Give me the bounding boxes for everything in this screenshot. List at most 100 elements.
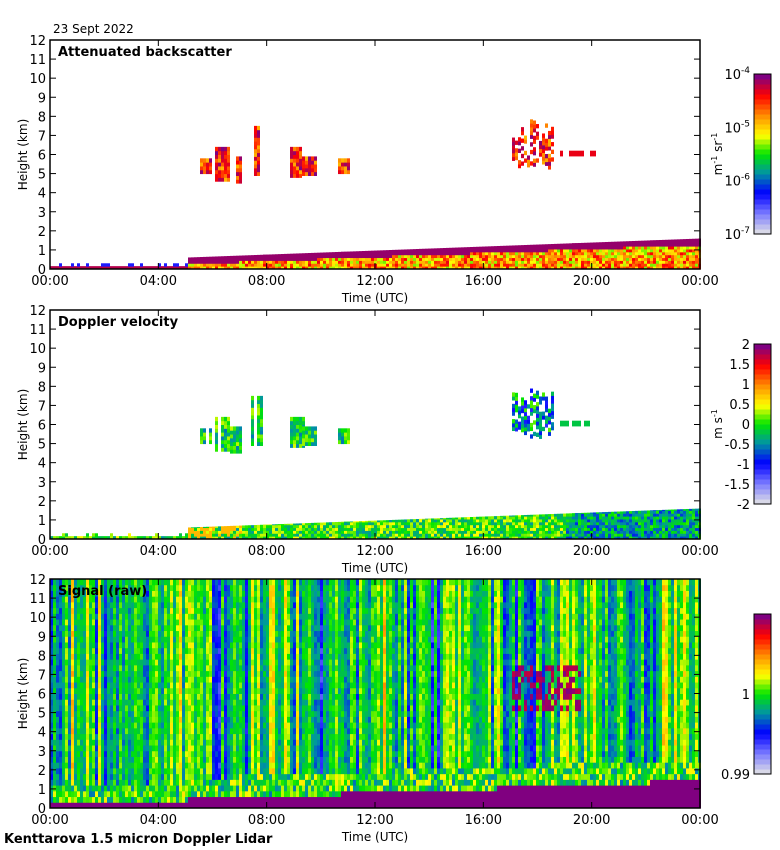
heatmap-cell: [83, 659, 86, 666]
heatmap-cell: [212, 536, 215, 540]
heatmap-cell: [353, 521, 356, 523]
heatmap-cell: [257, 263, 260, 267]
heatmap-cell: [323, 252, 326, 256]
heatmap-cell: [113, 739, 116, 746]
heatmap-cell: [467, 527, 470, 531]
heatmap-cell: [248, 266, 251, 270]
heatmap-cell: [74, 693, 77, 700]
heatmap-cell: [380, 524, 383, 529]
heatmap-cell: [95, 630, 98, 637]
heatmap-cell: [65, 676, 68, 683]
heatmap-cell: [149, 779, 152, 786]
heatmap-cell: [101, 607, 104, 614]
heatmap-cell: [689, 248, 692, 253]
heatmap-cell: [230, 266, 233, 270]
heatmap-cell: [653, 510, 656, 511]
heatmap-cell: [584, 260, 587, 264]
heatmap-cell: [104, 710, 107, 717]
heatmap-cell: [473, 254, 476, 259]
heatmap-cell: [116, 584, 119, 591]
heatmap-cell: [227, 173, 230, 178]
heatmap-cell: [80, 699, 83, 706]
heatmap-cell: [515, 148, 518, 153]
heatmap-cell: [230, 257, 233, 261]
heatmap-cell: [272, 527, 275, 531]
heatmap-cell: [575, 420, 578, 427]
heatmap-cell: [59, 802, 62, 809]
heatmap-cell: [581, 248, 584, 253]
heatmap-cell: [77, 796, 80, 803]
heatmap-cell: [539, 434, 542, 439]
heatmap-cell: [659, 524, 662, 529]
heatmap-cell: [509, 533, 512, 537]
superscript: -4: [741, 66, 750, 76]
heatmap-cell: [98, 756, 101, 763]
heatmap-cell: [137, 664, 140, 672]
heatmap-cell: [371, 251, 374, 256]
heatmap-cell: [293, 439, 296, 445]
heatmap-cell: [548, 412, 551, 417]
colorbar-swatch: [754, 179, 771, 185]
heatmap-cell: [116, 785, 119, 792]
heatmap-cell: [257, 133, 260, 138]
heatmap-cell: [341, 254, 344, 259]
heatmap-cell: [359, 527, 362, 531]
heatmap-cell: [302, 527, 305, 531]
heatmap-cell: [389, 520, 392, 523]
heatmap-cell: [116, 659, 119, 666]
heatmap-cell: [659, 239, 662, 241]
heatmap-cell: [83, 802, 86, 809]
heatmap-cell: [77, 745, 80, 752]
heatmap-cell: [77, 607, 80, 614]
heatmap-cell: [518, 148, 521, 153]
heatmap-cell: [71, 699, 74, 706]
heatmap-cell: [152, 762, 155, 769]
heatmap-cell: [419, 266, 422, 270]
heatmap-cell: [125, 710, 128, 717]
heatmap-cell: [443, 533, 446, 537]
heatmap-cell: [263, 527, 266, 531]
heatmap-cell: [440, 257, 443, 261]
heatmap-cell: [512, 254, 515, 259]
heatmap-cell: [254, 152, 257, 157]
heatmap-cell: [458, 248, 461, 253]
heatmap-cell: [392, 266, 395, 270]
heatmap-cell: [404, 254, 407, 259]
heatmap-cell: [422, 254, 425, 259]
heatmap-cell: [83, 601, 86, 609]
heatmap-cell: [668, 536, 671, 540]
heatmap-cell: [449, 517, 452, 520]
heatmap-cell: [203, 439, 206, 445]
heatmap-cell: [305, 523, 308, 526]
heatmap-cell: [251, 260, 254, 264]
heatmap-cell: [638, 524, 641, 529]
heatmap-cell: [674, 243, 677, 247]
heatmap-cell: [311, 263, 314, 267]
heatmap-cell: [62, 756, 65, 763]
heatmap-cell: [50, 607, 53, 614]
heatmap-cell: [689, 527, 692, 531]
heatmap-cell: [110, 619, 113, 626]
heatmap-cell: [683, 521, 686, 526]
heatmap-cell: [95, 756, 98, 763]
heatmap-cell: [92, 579, 95, 586]
heatmap-cell: [530, 119, 533, 124]
heatmap-cell: [302, 434, 305, 439]
heatmap-cell: [68, 676, 71, 683]
heatmap-cell: [380, 260, 383, 264]
heatmap-cell: [56, 584, 59, 591]
heatmap-cell: [515, 248, 518, 253]
heatmap-cell: [305, 164, 308, 169]
heatmap-cell: [605, 524, 608, 529]
heatmap-cell: [119, 767, 122, 775]
heatmap-cell: [515, 246, 518, 250]
heatmap-cell: [650, 260, 653, 264]
heatmap-cell: [461, 247, 464, 250]
heatmap-cell: [50, 630, 53, 637]
heatmap-cell: [437, 536, 440, 540]
y-tick-label: 8: [38, 380, 46, 395]
heatmap-cell: [110, 693, 113, 700]
heatmap-cell: [143, 779, 146, 786]
heatmap-cell: [458, 530, 461, 534]
heatmap-cell: [92, 653, 95, 660]
